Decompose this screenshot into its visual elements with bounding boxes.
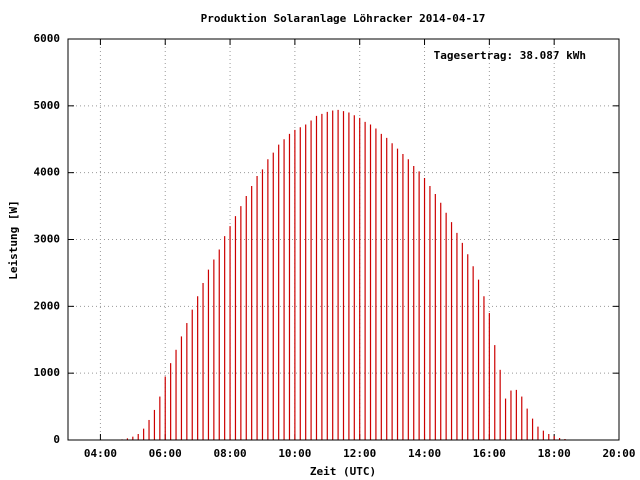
y-tick-label: 3000 bbox=[34, 233, 61, 246]
x-tick-label: 04:00 bbox=[84, 447, 117, 460]
annotation: Tagesertrag: 38.087 kWh bbox=[434, 49, 586, 62]
chart-title: Produktion Solaranlage Löhracker 2014-04… bbox=[201, 12, 486, 25]
x-tick-label: 08:00 bbox=[213, 447, 246, 460]
y-axis-label: Leistung [W] bbox=[7, 200, 20, 279]
y-tick-label: 0 bbox=[53, 433, 60, 446]
x-tick-label: 18:00 bbox=[538, 447, 571, 460]
plot-border bbox=[67, 38, 620, 441]
x-tick-label: 16:00 bbox=[473, 447, 506, 460]
x-tick-label: 14:00 bbox=[408, 447, 441, 460]
x-tick-label: 06:00 bbox=[149, 447, 182, 460]
x-tick-label: 12:00 bbox=[343, 447, 376, 460]
y-tick-label: 1000 bbox=[34, 366, 61, 379]
y-tick-label: 2000 bbox=[34, 299, 61, 312]
y-tick-label: 6000 bbox=[34, 32, 61, 45]
y-tick-label: 5000 bbox=[34, 99, 61, 112]
y-tick-label: 4000 bbox=[34, 166, 61, 179]
x-axis-label: Zeit (UTC) bbox=[310, 465, 376, 478]
x-tick-label: 20:00 bbox=[602, 447, 635, 460]
x-tick-label: 10:00 bbox=[278, 447, 311, 460]
